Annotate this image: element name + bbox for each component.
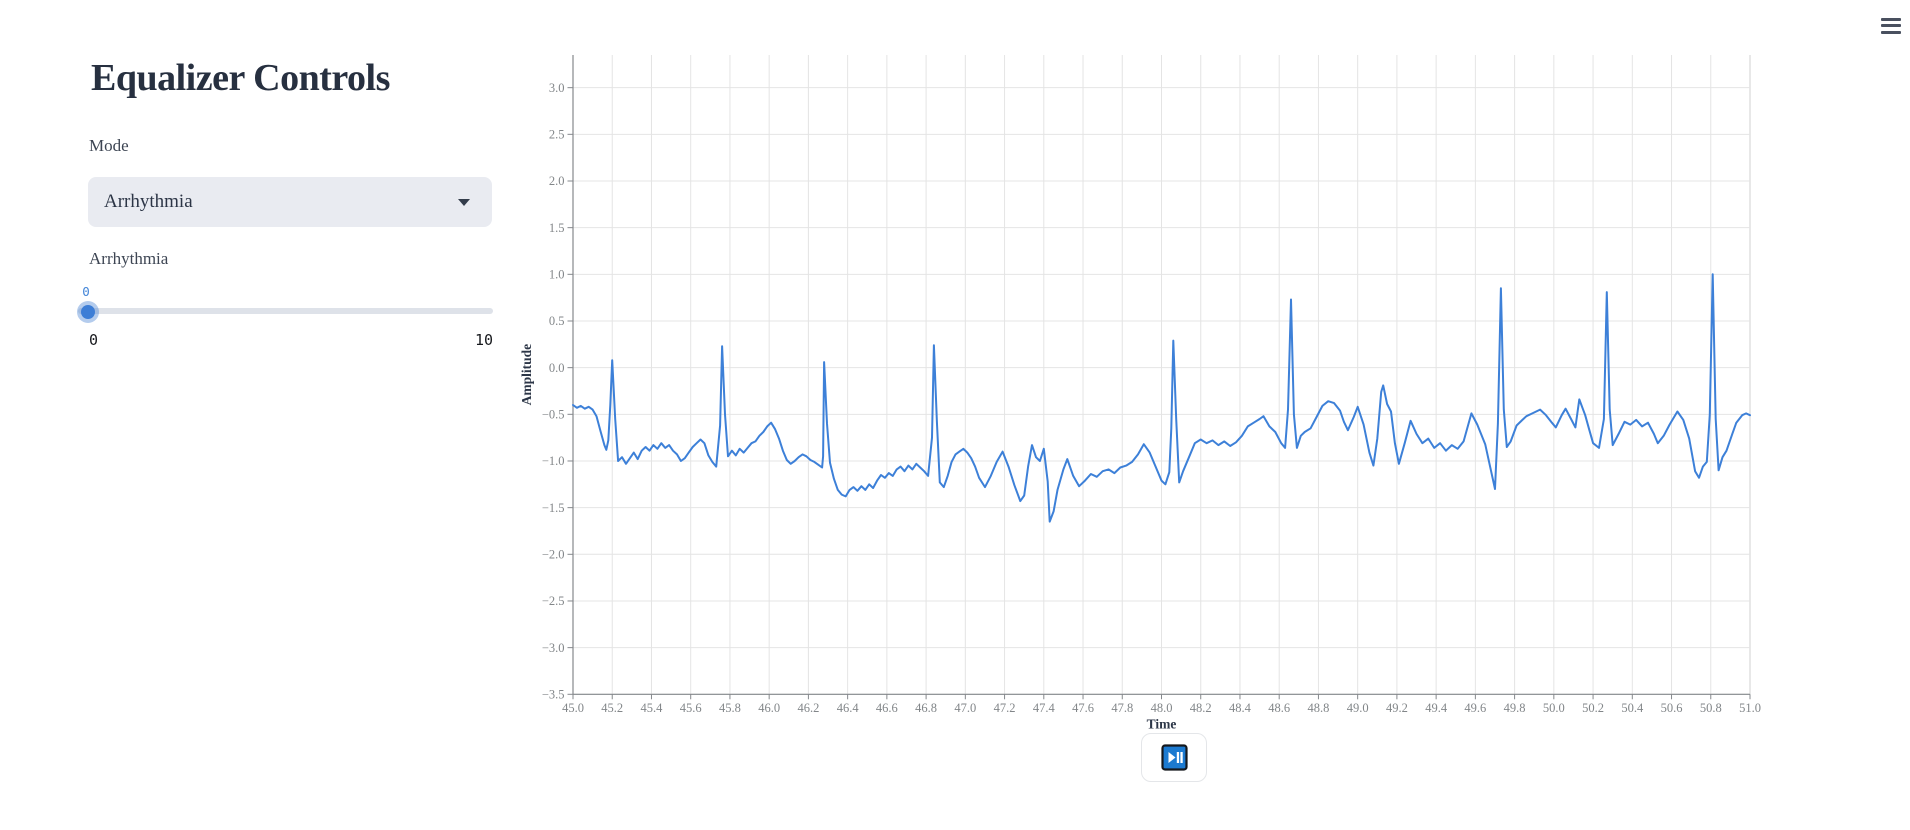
svg-text:51.0: 51.0: [1739, 701, 1761, 715]
svg-text:49.2: 49.2: [1386, 701, 1408, 715]
svg-text:−3.5: −3.5: [542, 688, 565, 702]
svg-text:50.8: 50.8: [1700, 701, 1722, 715]
svg-text:0.0: 0.0: [549, 361, 565, 375]
svg-text:49.8: 49.8: [1504, 701, 1526, 715]
play-pause-button[interactable]: [1141, 733, 1207, 782]
svg-text:45.6: 45.6: [680, 701, 702, 715]
slider-min-label: 0: [89, 331, 99, 349]
svg-text:48.6: 48.6: [1268, 701, 1290, 715]
svg-text:46.2: 46.2: [797, 701, 819, 715]
svg-text:45.8: 45.8: [719, 701, 741, 715]
svg-text:49.6: 49.6: [1464, 701, 1486, 715]
svg-text:0.5: 0.5: [549, 314, 565, 328]
svg-text:49.0: 49.0: [1347, 701, 1369, 715]
slider-label: Arrhythmia: [89, 249, 169, 268]
svg-text:48.2: 48.2: [1190, 701, 1212, 715]
svg-text:3.0: 3.0: [549, 81, 565, 95]
equalizer-controls-panel: Equalizer Controls Mode Arrhythmia Arrhy…: [0, 0, 510, 400]
mode-label: Mode: [89, 136, 129, 155]
svg-text:46.6: 46.6: [876, 701, 898, 715]
svg-text:45.4: 45.4: [641, 701, 664, 715]
svg-text:46.4: 46.4: [837, 701, 860, 715]
slider-handle-dot: [81, 304, 95, 319]
svg-text:50.0: 50.0: [1543, 701, 1565, 715]
svg-text:46.0: 46.0: [758, 701, 780, 715]
slider-track[interactable]: [78, 308, 493, 314]
svg-text:47.0: 47.0: [954, 701, 976, 715]
svg-text:2.0: 2.0: [549, 174, 565, 188]
svg-text:50.2: 50.2: [1582, 701, 1604, 715]
svg-text:−0.5: −0.5: [542, 408, 565, 422]
play-pause-icon: [1160, 744, 1188, 771]
svg-text:−2.0: −2.0: [542, 548, 565, 562]
hamburger-bar: [1881, 18, 1901, 21]
svg-text:47.4: 47.4: [1033, 701, 1056, 715]
slider-max-label: 10: [474, 331, 493, 349]
mode-dropdown-value: Arrhythmia: [104, 191, 193, 212]
svg-text:47.8: 47.8: [1111, 701, 1133, 715]
svg-text:48.0: 48.0: [1151, 701, 1173, 715]
svg-text:Time: Time: [1147, 716, 1177, 731]
svg-text:48.8: 48.8: [1307, 701, 1329, 715]
svg-text:50.6: 50.6: [1661, 701, 1683, 715]
svg-text:1.0: 1.0: [549, 268, 565, 282]
svg-text:45.0: 45.0: [562, 701, 584, 715]
svg-text:48.4: 48.4: [1229, 701, 1252, 715]
svg-text:2.5: 2.5: [549, 128, 565, 142]
svg-text:47.2: 47.2: [994, 701, 1016, 715]
svg-text:49.4: 49.4: [1425, 701, 1448, 715]
slider-handle[interactable]: [77, 300, 99, 323]
hamburger-bar: [1881, 30, 1901, 34]
mode-dropdown[interactable]: Arrhythmia: [88, 177, 492, 227]
svg-text:47.6: 47.6: [1072, 701, 1094, 715]
svg-text:1.5: 1.5: [549, 221, 565, 235]
svg-text:−1.5: −1.5: [542, 501, 565, 515]
svg-text:50.4: 50.4: [1621, 701, 1644, 715]
svg-text:−2.5: −2.5: [542, 594, 565, 608]
svg-text:−1.0: −1.0: [542, 454, 565, 468]
svg-text:Amplitude: Amplitude: [519, 344, 534, 406]
hamburger-menu-icon[interactable]: [1881, 18, 1901, 37]
svg-text:45.2: 45.2: [601, 701, 623, 715]
chevron-down-icon: [458, 199, 470, 206]
svg-text:46.8: 46.8: [915, 701, 937, 715]
slider-value-bubble: 0: [82, 284, 90, 299]
page-title: Equalizer Controls: [91, 57, 390, 99]
svg-text:−3.0: −3.0: [542, 641, 565, 655]
hamburger-bar: [1881, 24, 1901, 28]
